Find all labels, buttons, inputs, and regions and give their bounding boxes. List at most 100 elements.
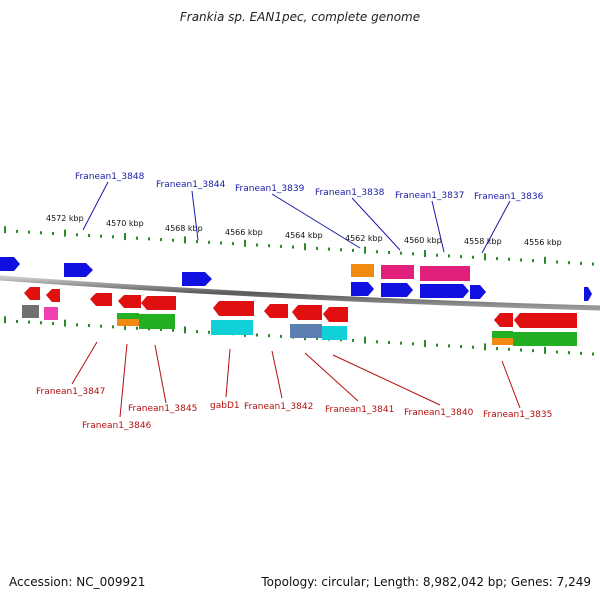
minor-tick	[172, 238, 174, 242]
scale-labels: 4572 kbp 4570 kbp 4568 kbp 4566 kbp 4564…	[46, 214, 562, 247]
accession-text: Accession: NC_009921	[9, 575, 146, 589]
major-tick	[544, 346, 546, 354]
minor-tick	[112, 235, 114, 239]
gene-arrow-reverse[interactable]	[118, 295, 141, 308]
minor-tick	[268, 244, 270, 248]
minor-tick	[280, 244, 282, 248]
gene-box-cyan[interactable]	[211, 320, 253, 335]
minor-tick	[100, 324, 102, 328]
leader-line	[71, 341, 98, 385]
major-tick	[484, 253, 486, 261]
gene-arrow-forward[interactable]	[351, 282, 374, 296]
gene-arrow-forward[interactable]	[0, 257, 20, 271]
minor-tick	[28, 230, 30, 234]
gene-arrow-reverse[interactable]	[90, 293, 112, 306]
gene-label[interactable]: Franean1_3835	[483, 410, 552, 420]
minor-tick	[508, 257, 510, 261]
bottom-gene-label-text: Franean1_3847 Franean1_3846 Franean1_384…	[36, 387, 552, 431]
gene-label[interactable]: Franean1_3847	[36, 387, 105, 397]
minor-tick	[208, 330, 210, 334]
minor-tick	[76, 323, 78, 327]
gene-label[interactable]: Franean1_3845	[128, 404, 197, 414]
minor-tick	[448, 254, 450, 258]
gene-arrow-forward[interactable]	[420, 284, 469, 298]
minor-tick	[328, 247, 330, 251]
kbp-label: 4568 kbp	[165, 224, 203, 233]
gene-label[interactable]: Franean1_3836	[474, 192, 544, 202]
minor-tick	[88, 323, 90, 327]
gene-label[interactable]: Franean1_3842	[244, 402, 313, 412]
gene-label[interactable]: gabD1	[210, 401, 240, 411]
minor-tick	[388, 340, 390, 344]
gene-arrow-forward[interactable]	[470, 285, 486, 299]
minor-tick	[340, 248, 342, 252]
minor-tick	[568, 351, 570, 355]
gene-label[interactable]: Franean1_3841	[325, 405, 394, 415]
minor-tick	[160, 328, 162, 332]
minor-tick	[220, 241, 222, 245]
gene-label[interactable]: Franean1_3844	[156, 180, 226, 190]
kbp-label: 4564 kbp	[285, 231, 323, 240]
minor-tick	[172, 328, 174, 332]
gene-arrow-forward[interactable]	[182, 272, 212, 286]
genome-summary-text: Topology: circular; Length: 8,982,042 bp…	[261, 575, 591, 589]
major-tick	[4, 226, 6, 234]
leader-line	[271, 350, 283, 399]
gene-arrow-reverse[interactable]	[213, 301, 254, 316]
gene-label[interactable]: Franean1_3838	[315, 188, 385, 198]
gene-arrow-reverse[interactable]	[323, 307, 348, 322]
gene-arrow-reverse[interactable]	[264, 304, 288, 318]
minor-tick	[472, 255, 474, 259]
minor-tick	[316, 246, 318, 250]
gene-label[interactable]: Franean1_3840	[404, 408, 474, 418]
gene-arrow-reverse[interactable]	[292, 305, 322, 320]
gene-box-orange[interactable]	[351, 264, 374, 277]
gene-box-green[interactable]	[513, 332, 577, 346]
top-gene-labels	[82, 181, 511, 254]
gene-arrow-reverse[interactable]	[24, 287, 40, 300]
gene-box-green[interactable]	[492, 331, 513, 338]
gene-label[interactable]: Franean1_3837	[395, 191, 464, 201]
gene-arrow-forward[interactable]	[381, 283, 413, 297]
gene-arrow-reverse[interactable]	[46, 289, 60, 302]
gene-box-steel[interactable]	[290, 324, 322, 338]
gene-box-pink[interactable]	[44, 307, 58, 320]
gene-label[interactable]: Franean1_3848	[75, 172, 145, 182]
leader-line	[191, 190, 199, 241]
minor-tick	[268, 334, 270, 338]
leader-line	[304, 352, 359, 402]
minor-tick	[352, 338, 354, 342]
minor-tick	[496, 257, 498, 261]
minor-tick	[352, 248, 354, 252]
gene-arrow-reverse[interactable]	[494, 313, 513, 327]
minor-tick	[136, 326, 138, 330]
minor-tick	[472, 345, 474, 349]
major-tick	[64, 319, 66, 327]
minor-tick	[388, 250, 390, 254]
gene-label[interactable]: Franean1_3846	[82, 421, 152, 431]
minor-tick	[136, 236, 138, 240]
major-tick	[184, 236, 186, 244]
minor-tick	[232, 242, 234, 246]
kbp-label: 4560 kbp	[404, 236, 442, 245]
gene-arrow-reverse[interactable]	[141, 296, 176, 310]
minor-tick	[112, 325, 114, 329]
minor-tick	[316, 336, 318, 340]
gene-box-green[interactable]	[117, 313, 139, 319]
minor-tick	[52, 231, 54, 235]
minor-tick	[148, 237, 150, 241]
gene-box-gray[interactable]	[22, 305, 39, 318]
gene-box-magenta[interactable]	[420, 266, 470, 281]
gene-box-green[interactable]	[139, 314, 175, 329]
gene-arrow-reverse[interactable]	[514, 313, 577, 328]
minor-tick	[40, 321, 42, 325]
gene-box-magenta[interactable]	[381, 265, 414, 279]
gene-label[interactable]: Franean1_3839	[235, 184, 305, 194]
minor-tick	[508, 347, 510, 351]
gene-box-cyan[interactable]	[322, 326, 347, 340]
major-tick	[64, 229, 66, 237]
leader-line	[431, 200, 445, 253]
bottom-gene-labels	[71, 341, 521, 418]
gene-arrow-forward[interactable]	[584, 287, 592, 301]
gene-arrow-forward[interactable]	[64, 263, 93, 277]
